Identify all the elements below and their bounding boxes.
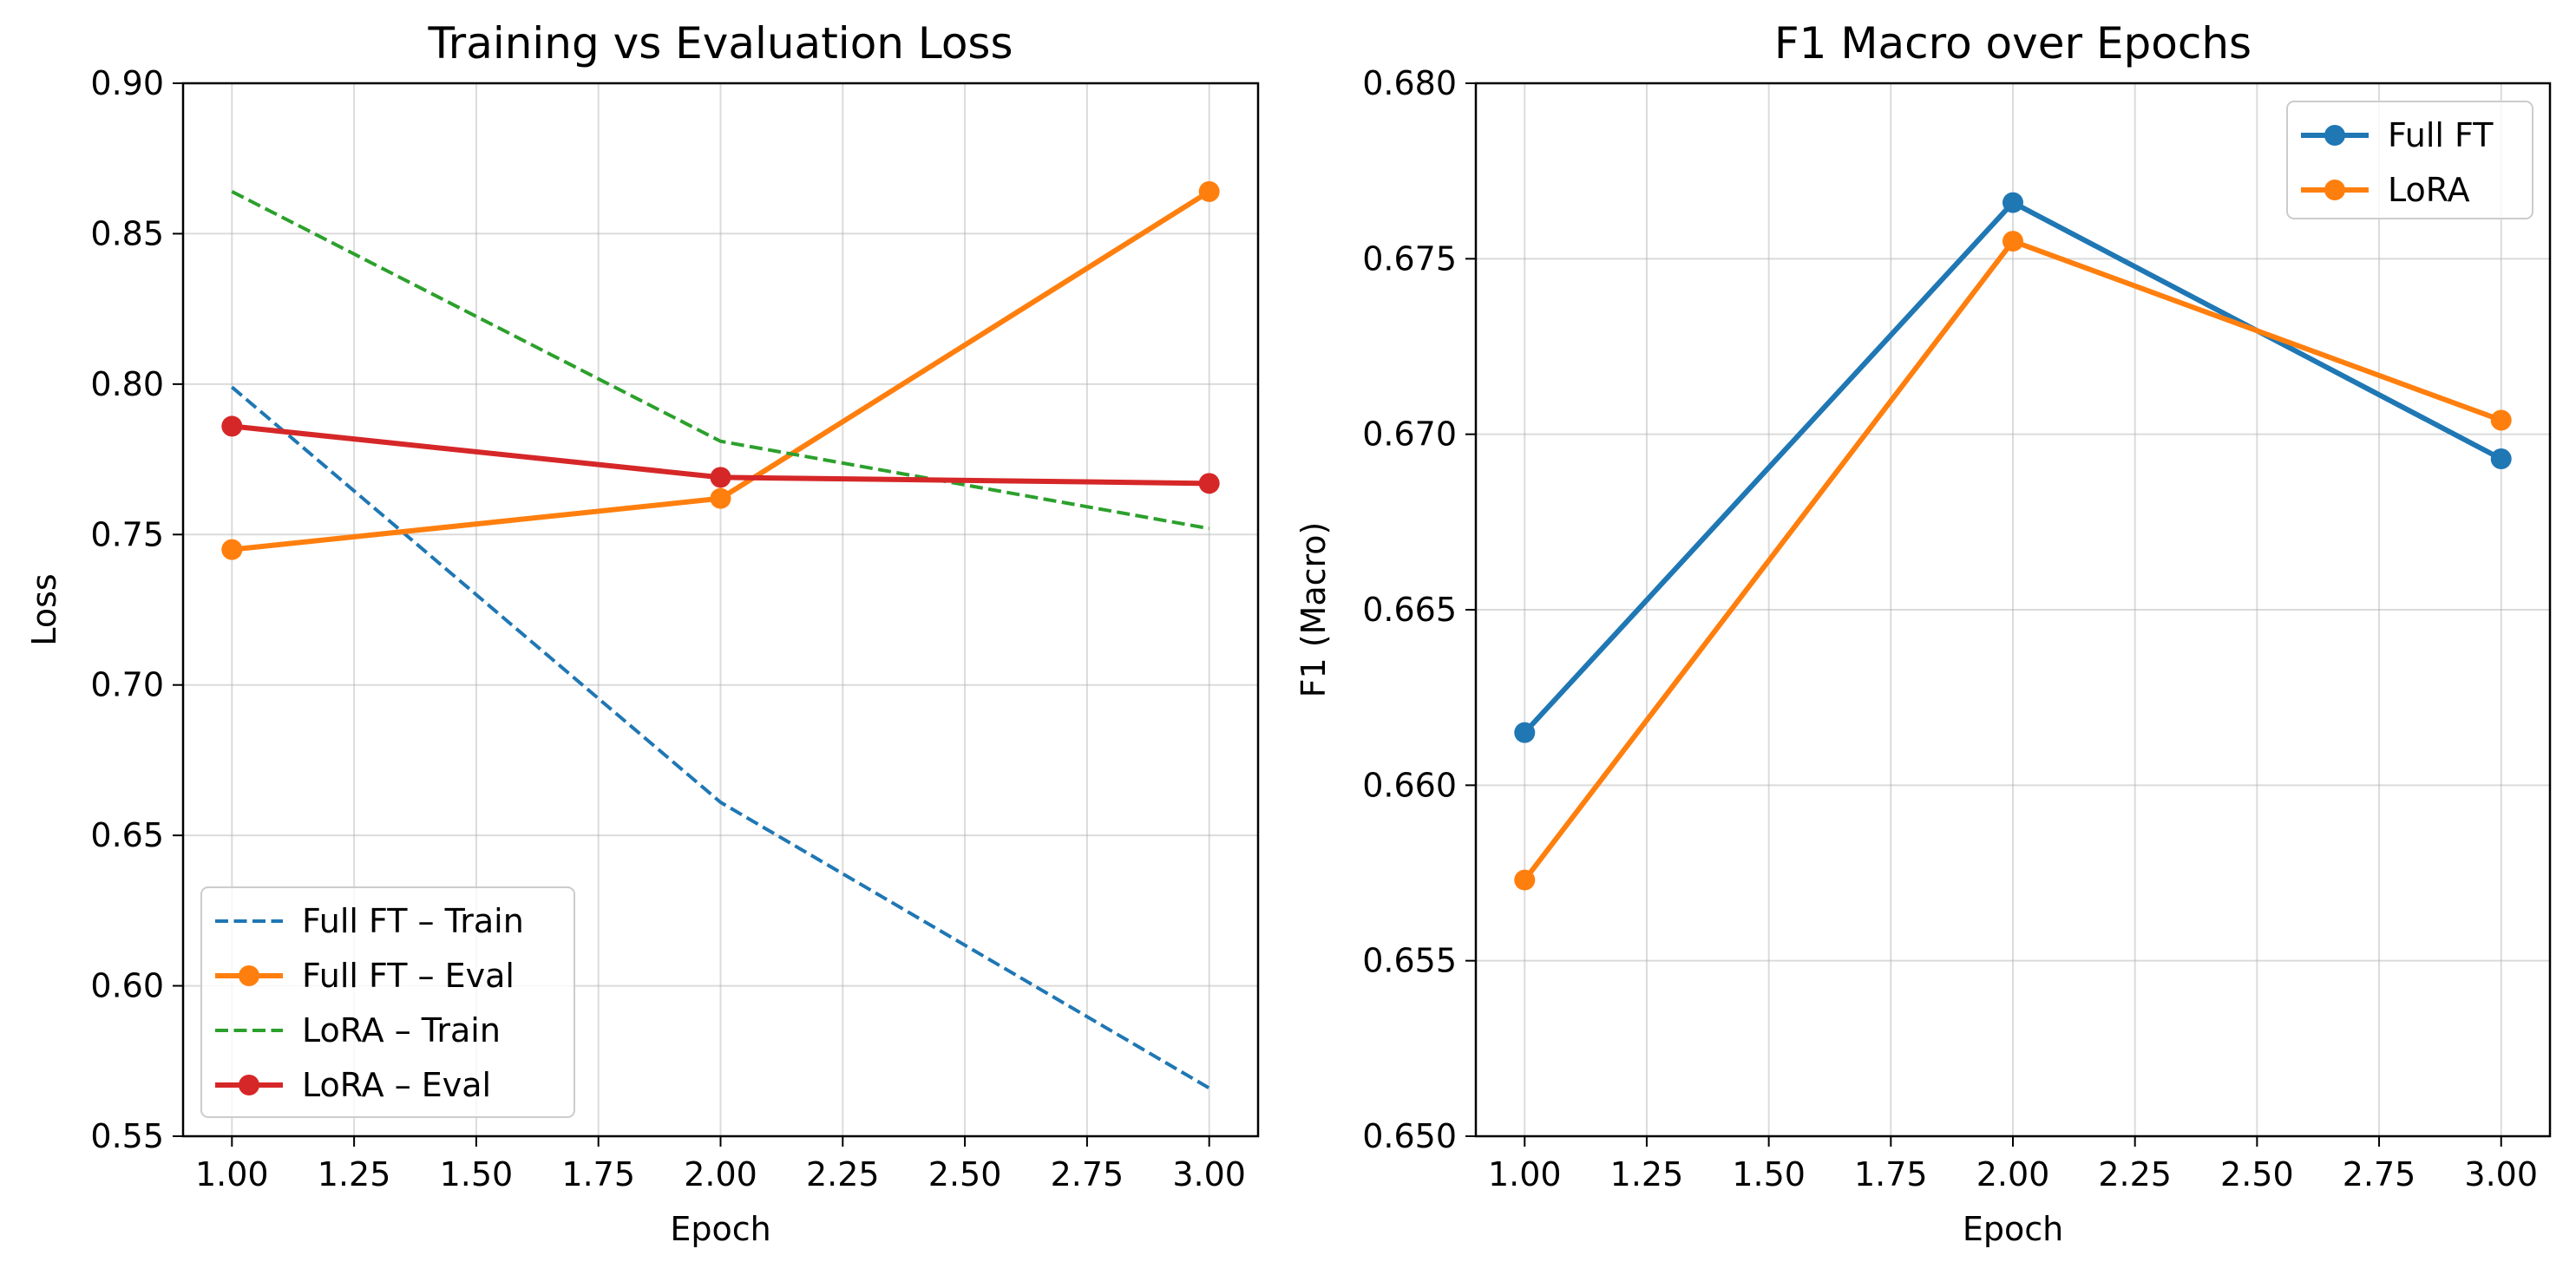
data-point-lora: [2490, 409, 2512, 431]
data-point-lora-eval: [710, 467, 731, 488]
x-tick-label: 1.75: [561, 1155, 635, 1193]
y-tick-label: 0.650: [1362, 1117, 1457, 1155]
x-axis-label: Epoch: [1963, 1210, 2063, 1248]
loss-chart: 1.00 1.25 1.50 1.75 2.00 2.25 2.50 2.75 3.00 0.55…: [25, 18, 1260, 1248]
data-point-lora: [1514, 869, 1536, 891]
legend-label-lora-train: LoRA – Train: [302, 1011, 501, 1049]
data-point-lora-eval: [221, 415, 243, 437]
x-tick-label: 2.25: [2098, 1155, 2172, 1193]
x-tick-label: 2.00: [684, 1155, 757, 1193]
x-tick-label: 1.00: [1488, 1155, 1562, 1193]
data-point-full-ft: [2490, 448, 2512, 469]
f1-chart: 1.00 1.25 1.50 1.75 2.00 2.25 2.50 2.75 3.00 0.65…: [1295, 18, 2552, 1248]
y-tick-label: 0.675: [1362, 239, 1457, 278]
x-tick-label: 1.00: [195, 1155, 269, 1193]
x-tick-label: 2.75: [1051, 1155, 1124, 1193]
legend-label-full-ft-eval: Full FT – Eval: [302, 957, 515, 995]
x-tick-label: 1.50: [440, 1155, 514, 1193]
legend-label-full-ft-train: Full FT – Train: [302, 902, 524, 940]
data-point-full-ft-eval: [1198, 180, 1220, 202]
y-tick-label: 0.90: [90, 64, 164, 102]
x-tick-label: 3.00: [2464, 1155, 2538, 1193]
y-tick-label: 0.670: [1362, 415, 1457, 454]
y-tick-label: 0.60: [90, 967, 164, 1005]
data-point-lora-eval: [1198, 473, 1220, 494]
x-tick-label: 1.50: [1732, 1155, 1806, 1193]
data-point-full-ft-eval: [221, 539, 243, 560]
x-tick-label: 1.75: [1854, 1155, 1928, 1193]
legend-label-full-ft: Full FT: [2388, 116, 2494, 154]
data-point-full-ft: [1514, 722, 1536, 743]
legend-label-lora: LoRA: [2388, 171, 2470, 209]
x-tick-label: 2.50: [928, 1155, 1002, 1193]
legend-marker-lora-eval: [239, 1075, 259, 1095]
y-axis-label: F1 (Macro): [1295, 522, 1333, 698]
y-tick-label: 0.665: [1362, 591, 1457, 629]
legend-marker-lora: [2324, 180, 2345, 200]
series-line-full-ft-train: [231, 385, 1210, 1090]
chart-title: Training vs Evaluation Loss: [427, 18, 1013, 69]
y-tick-label: 0.655: [1362, 942, 1457, 980]
legend-box: [200, 886, 575, 1118]
y-tick-label: 0.85: [90, 214, 164, 252]
y-tick-label: 0.65: [90, 816, 164, 854]
data-point-lora: [2002, 231, 2023, 252]
y-axis-label: Loss: [25, 573, 63, 645]
x-tick-label: 2.00: [1976, 1155, 2050, 1193]
legend-label-lora-eval: LoRA – Eval: [302, 1066, 491, 1104]
y-tick-label: 0.70: [90, 666, 164, 704]
x-tick-label: 1.25: [1610, 1155, 1684, 1193]
data-point-full-ft-eval: [710, 487, 731, 509]
x-tick-label: 2.75: [2343, 1155, 2416, 1193]
series-line-lora-train: [231, 190, 1210, 531]
x-tick-label: 2.50: [2220, 1155, 2294, 1193]
legend-marker-full-ft-eval: [239, 965, 259, 986]
legend: Full FT – Train Full FT – Eval LoRA – Trai…: [200, 886, 575, 1118]
chart-title: F1 Macro over Epochs: [1774, 18, 2252, 69]
x-tick-label: 1.25: [318, 1155, 391, 1193]
y-tick-label: 0.680: [1362, 64, 1457, 102]
y-tick-label: 0.660: [1362, 766, 1457, 804]
data-point-full-ft: [2002, 192, 2023, 213]
legend: Full FT LoRA: [2286, 101, 2533, 219]
x-tick-label: 3.00: [1172, 1155, 1246, 1193]
y-tick-label: 0.80: [90, 365, 164, 403]
x-axis-label: Epoch: [670, 1210, 770, 1248]
y-tick-label: 0.55: [90, 1117, 164, 1155]
legend-marker-full-ft: [2324, 125, 2345, 146]
y-tick-label: 0.75: [90, 515, 164, 553]
x-tick-label: 2.25: [806, 1155, 880, 1193]
